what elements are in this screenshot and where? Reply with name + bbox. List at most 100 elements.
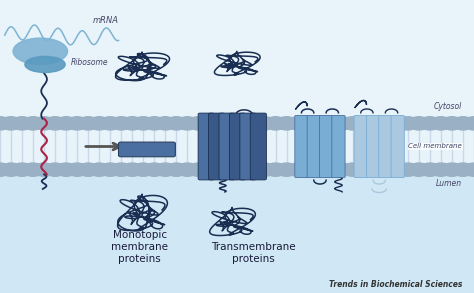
Circle shape xyxy=(342,163,364,176)
Text: Cell membrane: Cell membrane xyxy=(409,144,462,149)
Circle shape xyxy=(66,163,88,176)
FancyBboxPatch shape xyxy=(332,115,345,178)
Circle shape xyxy=(342,117,364,130)
Circle shape xyxy=(309,117,330,130)
Circle shape xyxy=(408,163,429,176)
Circle shape xyxy=(331,163,353,176)
Circle shape xyxy=(144,163,165,176)
Circle shape xyxy=(22,163,44,176)
FancyBboxPatch shape xyxy=(319,115,333,178)
Circle shape xyxy=(463,163,474,176)
Circle shape xyxy=(320,163,341,176)
Circle shape xyxy=(155,117,176,130)
FancyBboxPatch shape xyxy=(391,115,404,178)
Circle shape xyxy=(232,117,253,130)
Circle shape xyxy=(89,117,110,130)
Circle shape xyxy=(375,163,397,176)
Circle shape xyxy=(11,163,33,176)
Circle shape xyxy=(276,163,297,176)
Circle shape xyxy=(375,117,397,130)
Circle shape xyxy=(287,117,309,130)
Text: mRNA: mRNA xyxy=(92,16,118,25)
Circle shape xyxy=(320,117,341,130)
Circle shape xyxy=(133,117,154,130)
Circle shape xyxy=(100,117,121,130)
Text: Transmembrane
proteins: Transmembrane proteins xyxy=(211,242,296,264)
FancyBboxPatch shape xyxy=(198,113,214,180)
Text: Trends in Biochemical Sciences: Trends in Biochemical Sciences xyxy=(329,280,462,289)
Circle shape xyxy=(364,163,385,176)
Circle shape xyxy=(463,117,474,130)
Circle shape xyxy=(386,117,408,130)
Bar xyxy=(0,168,474,293)
FancyBboxPatch shape xyxy=(118,142,175,157)
Circle shape xyxy=(221,163,242,176)
Circle shape xyxy=(353,117,374,130)
Circle shape xyxy=(55,117,77,130)
Circle shape xyxy=(298,117,319,130)
Circle shape xyxy=(331,117,353,130)
FancyBboxPatch shape xyxy=(250,113,266,180)
Circle shape xyxy=(353,163,374,176)
Circle shape xyxy=(309,163,330,176)
Circle shape xyxy=(11,117,33,130)
Circle shape xyxy=(177,163,198,176)
Circle shape xyxy=(22,117,44,130)
Circle shape xyxy=(254,163,275,176)
Circle shape xyxy=(397,117,419,130)
Circle shape xyxy=(452,163,474,176)
Circle shape xyxy=(210,117,231,130)
Circle shape xyxy=(199,163,220,176)
Circle shape xyxy=(144,117,165,130)
Circle shape xyxy=(221,117,242,130)
Circle shape xyxy=(254,117,275,130)
Circle shape xyxy=(33,163,55,176)
Circle shape xyxy=(155,163,176,176)
Circle shape xyxy=(133,163,154,176)
Circle shape xyxy=(89,163,110,176)
Circle shape xyxy=(287,163,309,176)
Circle shape xyxy=(265,163,286,176)
Ellipse shape xyxy=(25,56,65,72)
Circle shape xyxy=(441,117,463,130)
Circle shape xyxy=(188,117,209,130)
Circle shape xyxy=(188,163,209,176)
Circle shape xyxy=(397,163,419,176)
Circle shape xyxy=(452,117,474,130)
Circle shape xyxy=(199,117,220,130)
Circle shape xyxy=(165,163,187,176)
Circle shape xyxy=(0,163,11,176)
Circle shape xyxy=(386,163,408,176)
Text: Cytosol: Cytosol xyxy=(434,102,462,111)
FancyBboxPatch shape xyxy=(219,113,235,180)
Circle shape xyxy=(265,117,286,130)
Circle shape xyxy=(276,117,297,130)
Ellipse shape xyxy=(13,38,68,64)
Circle shape xyxy=(121,117,143,130)
Circle shape xyxy=(45,117,66,130)
Circle shape xyxy=(0,163,22,176)
Circle shape xyxy=(121,163,143,176)
Text: Ribosome: Ribosome xyxy=(71,59,109,67)
FancyBboxPatch shape xyxy=(354,115,367,178)
Circle shape xyxy=(408,117,429,130)
FancyBboxPatch shape xyxy=(366,115,380,178)
FancyBboxPatch shape xyxy=(379,115,392,178)
FancyBboxPatch shape xyxy=(295,115,308,178)
Circle shape xyxy=(419,163,441,176)
Circle shape xyxy=(441,163,463,176)
Circle shape xyxy=(298,163,319,176)
Circle shape xyxy=(0,117,22,130)
FancyBboxPatch shape xyxy=(209,113,225,180)
FancyBboxPatch shape xyxy=(229,113,246,180)
Circle shape xyxy=(177,117,198,130)
Circle shape xyxy=(33,117,55,130)
FancyBboxPatch shape xyxy=(240,113,256,180)
Circle shape xyxy=(66,117,88,130)
Circle shape xyxy=(232,163,253,176)
Circle shape xyxy=(77,117,99,130)
FancyBboxPatch shape xyxy=(307,115,320,178)
Circle shape xyxy=(45,163,66,176)
Circle shape xyxy=(430,117,452,130)
Circle shape xyxy=(0,117,11,130)
